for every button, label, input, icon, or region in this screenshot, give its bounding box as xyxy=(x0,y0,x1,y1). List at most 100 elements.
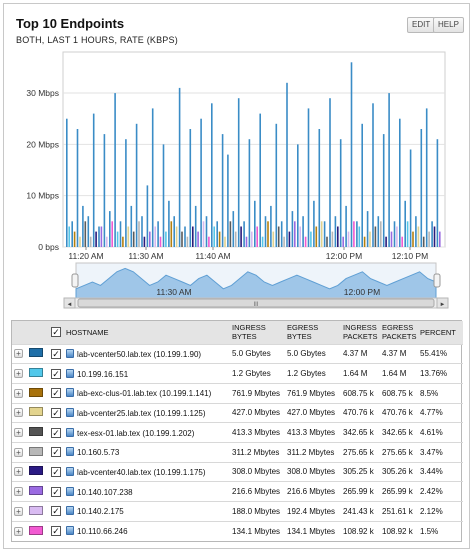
ingress-bytes-cell: 5.0 Gbytes xyxy=(232,349,271,359)
expand-row-button[interactable]: + xyxy=(14,388,23,398)
table-row[interactable]: + ✓ 10.140.107.238 216.6 Mbytes 216.6 Mbytes… xyxy=(12,481,463,502)
chart-bar xyxy=(326,236,328,247)
col-ingress-bytes[interactable]: INGRESS BYTES xyxy=(232,323,266,342)
hostname-link[interactable]: lab-vcenter40.lab.tex (10.199.1.175) xyxy=(77,467,206,477)
egress-bytes-cell: 192.4 Mbytes xyxy=(287,506,336,516)
series-color-swatch[interactable] xyxy=(29,407,43,417)
chart-bar xyxy=(68,226,70,247)
left-range-handle[interactable] xyxy=(71,273,79,288)
ingress-packets-cell: 108.92 k xyxy=(343,526,374,536)
chart-bar xyxy=(87,216,90,247)
expand-row-button[interactable]: + xyxy=(14,369,23,379)
series-color-swatch[interactable] xyxy=(29,368,43,378)
row-checkbox[interactable]: ✓ xyxy=(51,407,61,418)
chart-bar xyxy=(369,231,371,247)
chart-bar xyxy=(350,62,353,247)
chart-bar xyxy=(125,139,127,247)
row-checkbox[interactable]: ✓ xyxy=(51,388,61,399)
right-range-handle[interactable] xyxy=(433,273,441,288)
row-checkbox[interactable]: ✓ xyxy=(51,526,61,537)
series-color-swatch[interactable] xyxy=(29,486,43,496)
chart-bar xyxy=(286,82,288,247)
select-all-checkbox[interactable]: ✓ xyxy=(51,327,61,338)
chart-bar xyxy=(313,200,315,247)
scrollbar-thumb[interactable] xyxy=(77,298,435,308)
table-row[interactable]: + ✓ lab-exc-clus-01.lab.tex (10.199.1.141)… xyxy=(12,383,463,403)
chart-bar xyxy=(299,226,301,247)
overview-navigator[interactable]: 11:30 AM 12:00 PM xyxy=(71,262,441,300)
row-checkbox[interactable]: ✓ xyxy=(51,466,61,477)
expand-row-button[interactable]: + xyxy=(14,408,23,418)
percent-cell: 8.5% xyxy=(420,388,439,398)
expand-row-button[interactable]: + xyxy=(14,506,23,516)
series-color-swatch[interactable] xyxy=(29,387,43,397)
ingress-bytes-cell: 413.3 Mbytes xyxy=(232,428,281,438)
table-row[interactable]: + ✓ 10.110.66.246 134.1 Mbytes 134.1 Mbytes 1… xyxy=(12,521,463,541)
table-row[interactable]: + ✓ 10.160.5.73 311.2 Mbytes 311.2 Mbytes 275… xyxy=(12,442,463,462)
egress-bytes-cell: 134.1 Mbytes xyxy=(287,526,336,536)
chart-bar xyxy=(237,98,240,247)
series-color-swatch[interactable] xyxy=(29,348,43,358)
ingress-bytes-cell: 134.1 Mbytes xyxy=(232,526,281,536)
col-percent[interactable]: PERCENT xyxy=(420,327,456,337)
hostname-link[interactable]: tex-esx-01.lab.tex (10.199.1.202) xyxy=(77,428,195,438)
horizontal-scrollbar[interactable]: ◄ ► III xyxy=(63,297,449,309)
expand-row-button[interactable]: + xyxy=(14,526,23,536)
expand-row-button[interactable]: + xyxy=(14,447,23,457)
series-color-swatch[interactable] xyxy=(29,466,43,476)
row-checkbox[interactable]: ✓ xyxy=(51,447,61,458)
hostname-link[interactable]: 10.140.107.238 xyxy=(77,487,133,497)
row-checkbox[interactable]: ✓ xyxy=(51,427,61,438)
expand-row-button[interactable]: + xyxy=(14,467,23,477)
egress-bytes-cell: 1.2 Gbytes xyxy=(287,369,326,379)
row-checkbox[interactable]: ✓ xyxy=(51,348,61,359)
hostname-link[interactable]: lab-vcenter50.lab.tex (10.199.1.90) xyxy=(77,349,202,359)
chart-bar xyxy=(154,226,156,247)
row-checkbox[interactable]: ✓ xyxy=(51,368,61,379)
series-color-swatch[interactable] xyxy=(29,427,43,437)
table-row[interactable]: + ✓ lab-vcenter40.lab.tex (10.199.1.175) 30… xyxy=(12,462,463,482)
chart-bar xyxy=(372,103,374,247)
chart-bar xyxy=(363,236,366,247)
chart-bar xyxy=(302,216,304,247)
hostname-link[interactable]: 10.110.66.246 xyxy=(77,527,128,537)
ingress-packets-cell: 305.25 k xyxy=(343,467,374,477)
chart-bar xyxy=(415,216,417,247)
ingress-bytes-cell: 1.2 Gbytes xyxy=(232,369,271,379)
col-egress-packets[interactable]: EGRESS PACKETS xyxy=(382,323,417,342)
expand-row-button[interactable]: + xyxy=(14,349,23,359)
scroll-left-button[interactable] xyxy=(63,297,76,309)
hostname-link[interactable]: lab-exc-clus-01.lab.tex (10.199.1.141) xyxy=(77,389,212,399)
hostname-link[interactable]: 10.160.5.73 xyxy=(77,448,120,458)
chart-bar xyxy=(76,129,79,247)
table-row[interactable]: + ✓ tex-esx-01.lab.tex (10.199.1.202) 413.3… xyxy=(12,422,463,443)
table-row[interactable]: + ✓ lab-vcenter50.lab.tex (10.199.1.90) 5.0… xyxy=(12,344,463,364)
series-color-swatch[interactable] xyxy=(29,446,43,456)
help-button[interactable]: HELP xyxy=(433,17,464,33)
table-row[interactable]: + ✓ 10.140.2.175 188.0 Mbytes 192.4 Mbytes 24… xyxy=(12,501,463,522)
host-icon xyxy=(66,407,74,417)
hostname-link[interactable]: lab-vcenter25.lab.tex (10.199.1.125) xyxy=(77,408,206,418)
row-checkbox[interactable]: ✓ xyxy=(51,506,61,517)
hostname-link[interactable]: 10.140.2.175 xyxy=(77,507,124,517)
chart-bar xyxy=(211,103,213,247)
chart-bar xyxy=(143,236,146,247)
row-checkbox[interactable]: ✓ xyxy=(51,486,61,497)
chart-bar xyxy=(111,221,113,247)
col-egress-bytes[interactable]: EGRESS BYTES xyxy=(287,323,319,342)
chart-bar xyxy=(218,231,221,247)
table-row[interactable]: + ✓ 10.199.16.151 1.2 Gbytes 1.2 Gbytes 1.64 … xyxy=(12,363,463,384)
col-ingress-packets[interactable]: INGRESS PACKETS xyxy=(343,323,378,342)
chart-bar xyxy=(192,226,194,247)
chart-bar xyxy=(205,216,208,247)
hostname-link[interactable]: 10.199.16.151 xyxy=(77,369,129,379)
series-color-swatch[interactable] xyxy=(29,525,43,535)
expand-row-button[interactable]: + xyxy=(14,487,23,497)
chart-bar xyxy=(294,221,296,247)
chart-bar xyxy=(277,226,280,247)
col-hostname[interactable]: HOSTNAME xyxy=(66,327,109,337)
series-color-swatch[interactable] xyxy=(29,505,43,515)
expand-row-button[interactable]: + xyxy=(14,428,23,438)
table-row[interactable]: + ✓ lab-vcenter25.lab.tex (10.199.1.125) 42… xyxy=(12,403,463,423)
scroll-right-button[interactable] xyxy=(436,297,449,309)
